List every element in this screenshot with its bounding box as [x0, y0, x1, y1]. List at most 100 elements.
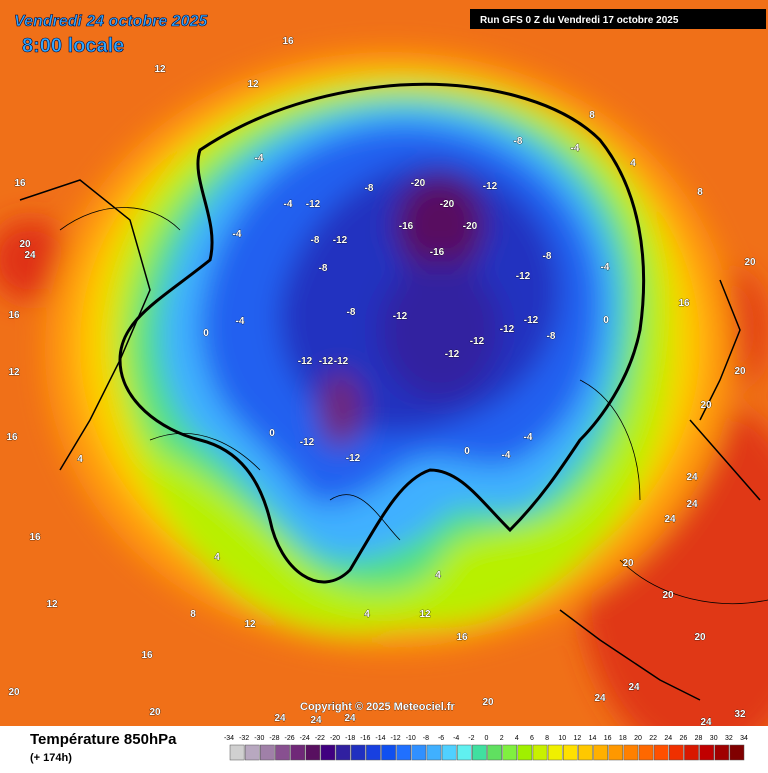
- colorbar-tick-label: -2: [468, 735, 474, 742]
- contour-label: -12: [333, 235, 348, 246]
- contour-label: 24: [274, 713, 286, 724]
- contour-label: -4: [233, 229, 242, 240]
- contour-label: -12: [393, 311, 408, 322]
- colorbar-tick-label: 18: [619, 735, 627, 742]
- contour-label: 4: [364, 609, 370, 620]
- contour-label: -8: [311, 235, 320, 246]
- contour-label: 4: [435, 570, 441, 581]
- contour-label: -4: [502, 450, 511, 461]
- colorbar-tick-label: -26: [285, 735, 295, 742]
- contour-label: -4: [236, 316, 245, 327]
- contour-label: -8: [547, 331, 556, 342]
- colorbar-tick-label: -12: [391, 735, 401, 742]
- colorbar-tick-label: 6: [530, 735, 534, 742]
- colorbar-swatch: [290, 744, 305, 761]
- contour-label: 20: [19, 239, 31, 250]
- contour-label: 24: [700, 717, 712, 728]
- colorbar-swatch: [411, 744, 427, 761]
- colorbar-tick-label: 0: [485, 735, 489, 742]
- colorbar-swatch: [366, 744, 381, 761]
- contour-label: -12: [524, 315, 539, 326]
- contour-label: 16: [456, 632, 468, 643]
- legend-subtitle: (+ 174h): [30, 752, 72, 764]
- contour-label: 16: [282, 36, 294, 47]
- contour-label: -8: [514, 136, 523, 147]
- colorbar-tick-label: 14: [589, 735, 597, 742]
- colorbar-swatch: [562, 744, 578, 761]
- colorbar-tick-label: 16: [604, 735, 612, 742]
- colorbar-tick-label: -18: [345, 735, 355, 742]
- colorbar-swatch: [653, 744, 669, 761]
- colorbar-swatch: [350, 744, 366, 761]
- colorbar-swatch: [305, 744, 321, 761]
- colorbar-tick-label: 4: [515, 735, 519, 742]
- colorbar-tick-label: -6: [438, 735, 444, 742]
- contour-label: 24: [344, 713, 356, 724]
- contour-label: -12: [334, 356, 349, 367]
- contour-label: 20: [694, 632, 706, 643]
- contour-label: 4: [214, 552, 220, 563]
- colorbar-swatch: [608, 744, 624, 761]
- contour-label: 16: [8, 310, 20, 321]
- colorbar-tick-label: -8: [423, 735, 429, 742]
- contour-label: 0: [203, 328, 209, 339]
- copyright: Copyright © 2025 Meteociel.fr: [300, 701, 456, 713]
- colorbar-swatch: [714, 744, 730, 761]
- contour-label: -16: [430, 247, 445, 258]
- contour-label: 20: [662, 590, 674, 601]
- contour-label: 0: [603, 315, 609, 326]
- contour-label: -12: [346, 453, 361, 464]
- colorbar-swatch: [244, 744, 260, 761]
- contour-label: -12: [300, 437, 315, 448]
- colorbar-tick-label: -20: [330, 735, 340, 742]
- contour-label: -4: [571, 143, 580, 154]
- colorbar-swatch: [699, 744, 714, 761]
- colorbar-swatch: [472, 744, 487, 761]
- colorbar-swatch: [260, 744, 275, 761]
- contour-label: -12: [483, 181, 498, 192]
- contour-labels: -20-20-20-16-16-12-12-12-12-12-12-12-12-…: [6, 36, 756, 728]
- colorbar-tick-label: 8: [545, 735, 549, 742]
- contour-label: 32: [734, 709, 746, 720]
- colorbar-swatch: [532, 744, 548, 761]
- contour-label: 8: [190, 609, 196, 620]
- contour-label: 24: [686, 499, 698, 510]
- colorbar-tick-label: -28: [269, 735, 279, 742]
- contour-label: 8: [697, 187, 703, 198]
- colorbar-tick-label: 10: [558, 735, 566, 742]
- contour-label: 24: [594, 693, 606, 704]
- colorbar-tick-label: 34: [740, 735, 748, 742]
- contour-label: 12: [8, 367, 20, 378]
- contour-label: 12: [244, 619, 256, 630]
- contour-label: 20: [744, 257, 756, 268]
- colorbar-swatch: [578, 744, 593, 761]
- colorbar-tick-label: -4: [453, 735, 459, 742]
- contour-label: -20: [440, 199, 455, 210]
- colorbar-swatch: [623, 744, 639, 761]
- contour-label: -4: [284, 199, 293, 210]
- contour-label: -16: [399, 221, 414, 232]
- colorbar-tick-label: 26: [680, 735, 688, 742]
- colorbar-swatch: [517, 744, 533, 761]
- colorbar-swatch: [729, 744, 745, 761]
- contour-label: 16: [14, 178, 26, 189]
- contour-label: 16: [141, 650, 153, 661]
- colorbar-swatch: [456, 744, 472, 761]
- contour-label: 12: [247, 79, 259, 90]
- colorbar-tick-label: 24: [664, 735, 672, 742]
- colorbar-tick-label: 2: [500, 735, 504, 742]
- contour-label: -8: [347, 307, 356, 318]
- contour-label: -12: [445, 349, 460, 360]
- contour-label: 16: [678, 298, 690, 309]
- colorbar-tick-label: 20: [634, 735, 642, 742]
- colorbar-swatch: [487, 744, 502, 761]
- contour-label: 24: [628, 682, 640, 693]
- contour-label: -20: [411, 178, 426, 189]
- colorbar-swatch: [381, 744, 396, 761]
- colorbar-tick-label: -16: [360, 735, 370, 742]
- contour-label: 24: [664, 514, 676, 525]
- colorbar-swatch: [638, 744, 654, 761]
- contour-label: 24: [24, 250, 36, 261]
